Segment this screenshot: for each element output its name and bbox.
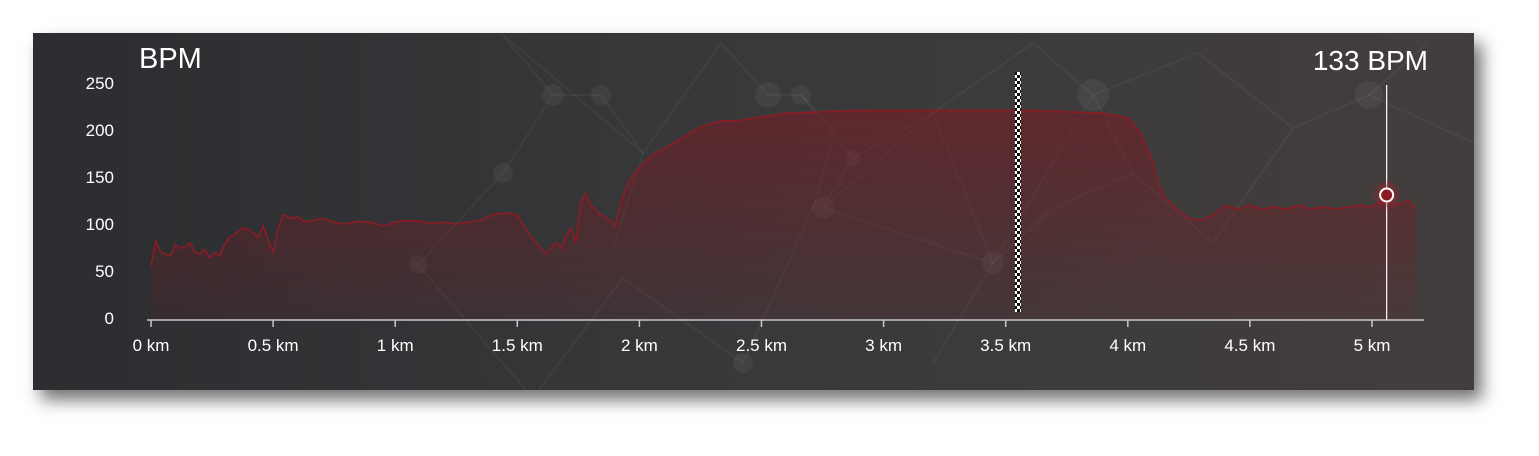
bpm-series-line — [150, 109, 1417, 266]
x-tick-label: 5 km — [1353, 336, 1391, 355]
x-tick-label: 1.5 km — [491, 336, 543, 355]
y-tick-label: 50 — [95, 262, 114, 281]
y-tick-label: 200 — [85, 121, 114, 140]
y-tick-label: 100 — [85, 215, 114, 234]
bpm-area-chart — [147, 72, 1424, 327]
x-tick-label: 3.5 km — [980, 336, 1032, 355]
y-axis-title: BPM — [139, 43, 202, 75]
x-tick-label: 4 km — [1109, 336, 1147, 355]
x-tick-label: 2 km — [620, 336, 658, 355]
cursor-marker[interactable] — [1379, 187, 1395, 203]
x-tick-label: 2.5 km — [735, 336, 788, 355]
y-tick-label: 150 — [85, 168, 114, 187]
y-tick-label: 0 — [104, 309, 114, 328]
x-tick-label: 0 km — [132, 336, 170, 355]
x-tick-label: 3 km — [865, 336, 903, 355]
finish-line-marker — [1014, 72, 1021, 312]
x-tick-label: 4.5 km — [1224, 336, 1276, 355]
x-tick-label: 1 km — [376, 336, 414, 355]
x-axis-tick-marks — [150, 320, 1373, 327]
x-tick-label: 0.5 km — [247, 336, 299, 355]
cursor-value-readout: 133 BPM — [1312, 45, 1428, 76]
y-tick-label: 250 — [85, 74, 114, 93]
bpm-area-fill — [151, 110, 1416, 321]
heart-rate-chart-panel: BPM 133 BPM 0 50 100 150 200 250 0 km 0.5 km 1 … — [33, 33, 1474, 390]
